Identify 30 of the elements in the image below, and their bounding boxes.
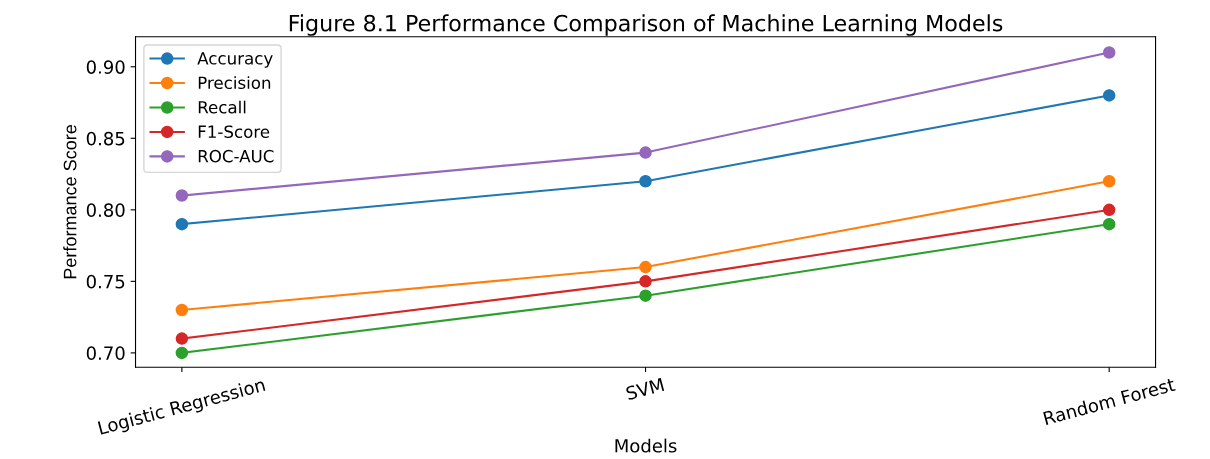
legend-label: Recall [198,100,246,114]
x-tick-label: Random Forest [1043,377,1176,426]
point [639,289,652,302]
legend-label: Precision [198,76,271,90]
x-tick-label: SVM [625,377,665,401]
point [175,189,189,202]
point [639,146,652,159]
point [639,174,652,188]
y-tick-label: 0.70 [86,346,125,361]
point [175,303,189,317]
point [175,217,189,231]
point [1102,203,1116,217]
chart-title: Figure 8.1 Performance Comparison of Machine Learning Models [289,14,1003,36]
point [175,332,189,345]
point [1102,89,1116,102]
legend-label: Accuracy [197,52,273,68]
y-axis-title: Performance Score [63,124,77,279]
point [1102,46,1116,59]
legend-label: F1-Score [198,125,270,139]
y-tick-label: 0.80 [86,203,125,217]
legend-label: ROC-AUC [198,149,274,163]
y-tick-label: 0.75 [86,274,125,289]
point [639,260,652,274]
x-axis-title: Models [615,438,677,453]
point [639,275,652,288]
point [1102,217,1116,231]
y-tick-label: 0.90 [86,60,125,74]
point [1102,174,1116,188]
y-tick-label: 0.85 [86,131,125,146]
point [175,346,189,360]
